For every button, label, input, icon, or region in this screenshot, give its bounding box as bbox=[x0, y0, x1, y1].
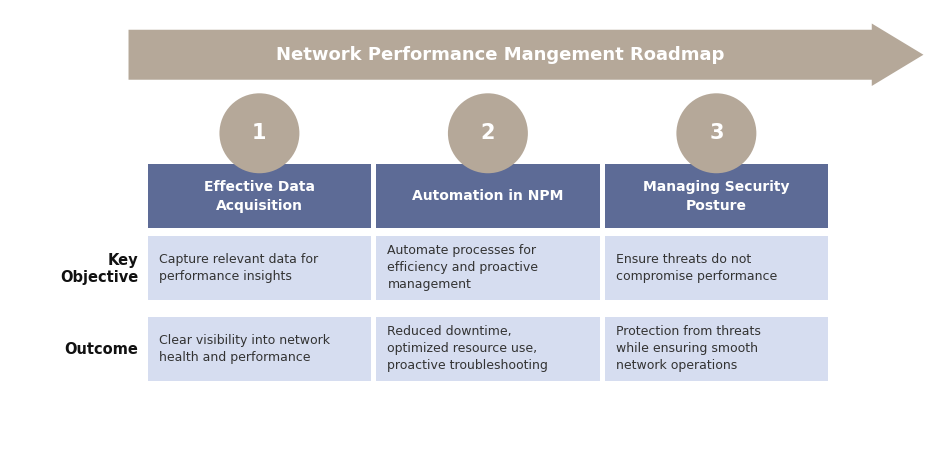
FancyBboxPatch shape bbox=[148, 317, 371, 381]
FancyBboxPatch shape bbox=[148, 164, 371, 228]
FancyBboxPatch shape bbox=[605, 317, 828, 381]
Text: Effective Data
Acquisition: Effective Data Acquisition bbox=[204, 180, 315, 213]
Text: 3: 3 bbox=[709, 123, 724, 143]
Text: Outcome: Outcome bbox=[64, 342, 138, 357]
Text: Key
Objective: Key Objective bbox=[60, 253, 138, 285]
Text: 1: 1 bbox=[252, 123, 267, 143]
Ellipse shape bbox=[447, 93, 527, 173]
Text: Reduced downtime,
optimized resource use,
proactive troubleshooting: Reduced downtime, optimized resource use… bbox=[387, 325, 548, 372]
Ellipse shape bbox=[219, 93, 299, 173]
Text: Capture relevant data for
performance insights: Capture relevant data for performance in… bbox=[159, 253, 318, 283]
FancyBboxPatch shape bbox=[605, 164, 828, 228]
FancyBboxPatch shape bbox=[376, 317, 600, 381]
Text: Managing Security
Posture: Managing Security Posture bbox=[644, 180, 789, 213]
Text: Automate processes for
efficiency and proactive
management: Automate processes for efficiency and pr… bbox=[387, 244, 539, 291]
Text: Clear visibility into network
health and performance: Clear visibility into network health and… bbox=[159, 334, 330, 364]
FancyBboxPatch shape bbox=[605, 236, 828, 300]
Ellipse shape bbox=[676, 93, 756, 173]
Text: Ensure threats do not
compromise performance: Ensure threats do not compromise perform… bbox=[616, 253, 777, 283]
Text: Protection from threats
while ensuring smooth
network operations: Protection from threats while ensuring s… bbox=[616, 325, 761, 372]
Text: 2: 2 bbox=[481, 123, 495, 143]
Polygon shape bbox=[129, 23, 923, 86]
FancyBboxPatch shape bbox=[148, 236, 371, 300]
Text: Automation in NPM: Automation in NPM bbox=[412, 189, 564, 203]
FancyBboxPatch shape bbox=[376, 164, 600, 228]
FancyBboxPatch shape bbox=[376, 236, 600, 300]
Text: Network Performance Mangement Roadmap: Network Performance Mangement Roadmap bbox=[276, 46, 724, 64]
